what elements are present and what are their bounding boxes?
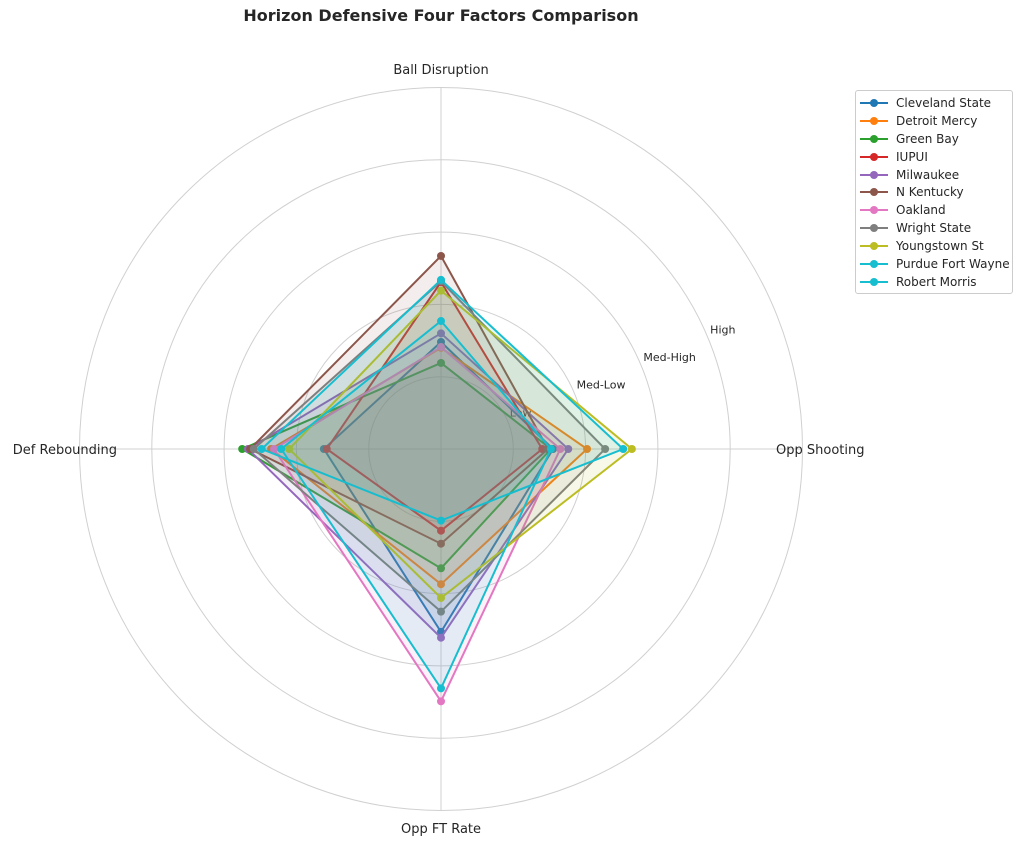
legend-label: Detroit Mercy (896, 113, 978, 128)
series-fill (242, 362, 551, 569)
data-point (538, 445, 547, 453)
legend-swatch (860, 187, 888, 197)
legend: Cleveland State Detroit Mercy Green Bay IUP… (855, 90, 1013, 294)
data-point (437, 593, 445, 602)
legend-entry: Oakland (856, 201, 1012, 219)
legend-label: Green Bay (896, 131, 959, 146)
legend-label: Cleveland State (896, 95, 992, 110)
data-point (322, 445, 331, 453)
legend-swatch (860, 134, 888, 144)
legend-label: IUPUI (896, 149, 928, 164)
legend-swatch (860, 98, 888, 108)
legend-swatch (860, 152, 888, 162)
radial-tick-label: Med-Low (577, 379, 626, 392)
legend-label: Milwaukee (896, 167, 960, 182)
legend-entry: Green Bay (856, 130, 1012, 148)
data-point (285, 445, 294, 453)
legend-entry: Robert Morris (856, 273, 1012, 291)
legend-label: Wright State (896, 221, 972, 236)
data-point (269, 445, 278, 453)
legend-entry: IUPUI (856, 148, 1012, 166)
legend-entry: Youngstown St (856, 237, 1012, 255)
series-fill (281, 321, 551, 689)
data-point (583, 445, 592, 453)
data-point (437, 684, 445, 693)
legend-label: Oakland (896, 203, 946, 218)
legend-entry: Wright State (856, 219, 1012, 237)
data-point (619, 445, 628, 453)
axis-label: Def Rebounding (13, 443, 117, 458)
legend-entry: Cleveland State (856, 94, 1012, 112)
axis-label: Opp Shooting (776, 443, 864, 458)
data-point (437, 633, 445, 642)
data-point (601, 445, 610, 453)
series-fill (289, 290, 632, 598)
legend-swatch (860, 223, 888, 233)
data-point (437, 526, 445, 535)
data-point (249, 445, 258, 453)
data-point (556, 445, 565, 453)
legend-entry: Detroit Mercy (856, 112, 1012, 130)
data-point (437, 286, 445, 295)
data-point (437, 607, 445, 616)
legend-label: Youngstown St (896, 239, 984, 254)
legend-swatch (860, 170, 888, 180)
legend-entry: Milwaukee (856, 166, 1012, 184)
data-point (627, 445, 636, 453)
data-point (437, 358, 445, 367)
data-point (437, 539, 445, 548)
legend-label: N Kentucky (896, 185, 964, 200)
radial-tick-label: High (710, 323, 735, 336)
series-fill (261, 279, 624, 521)
legend-entry: Purdue Fort Wayne (856, 255, 1012, 273)
radial-tick-label: Med-High (643, 351, 696, 364)
axis-label: Opp FT Rate (401, 822, 481, 837)
data-point (437, 564, 445, 573)
data-point (437, 251, 445, 260)
data-point (437, 516, 445, 525)
data-point (546, 445, 555, 453)
data-point (257, 445, 266, 453)
series-fill (273, 347, 561, 702)
chart-title: Horizon Defensive Four Factors Compariso… (243, 6, 639, 25)
legend-swatch (860, 277, 888, 287)
series-fill (250, 255, 549, 544)
legend-swatch (860, 116, 888, 126)
series-fill (253, 281, 606, 612)
legend-entry: N Kentucky (856, 183, 1012, 201)
data-point (437, 343, 445, 352)
legend-label: Purdue Fort Wayne (896, 256, 1010, 271)
legend-swatch (860, 205, 888, 215)
series-fill (323, 341, 554, 632)
data-point (277, 445, 286, 453)
data-point (238, 445, 247, 453)
legend-label: Robert Morris (896, 274, 977, 289)
data-point (437, 275, 445, 284)
legend-swatch (860, 241, 888, 251)
legend-swatch (860, 259, 888, 269)
axis-label: Ball Disruption (393, 63, 488, 78)
data-point (437, 329, 445, 338)
series-fill (271, 347, 588, 585)
series-fill (326, 281, 543, 531)
data-point (564, 445, 573, 453)
data-point (437, 580, 445, 589)
data-point (437, 697, 445, 706)
data-point (437, 317, 445, 326)
